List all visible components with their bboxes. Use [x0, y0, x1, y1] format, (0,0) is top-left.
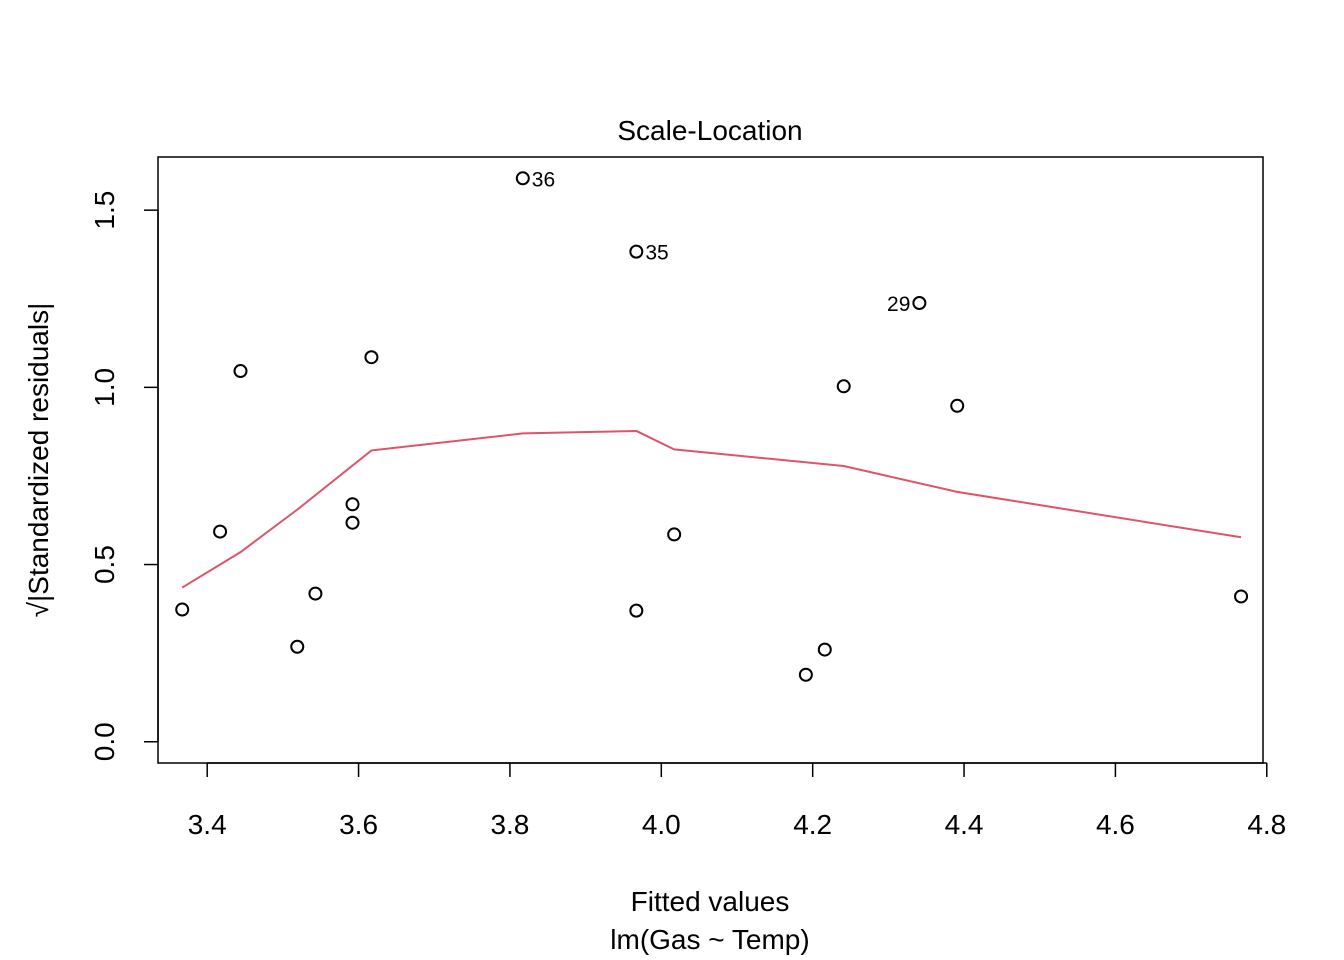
- data-point: [629, 244, 644, 259]
- y-tick-label: 1.0: [89, 368, 120, 407]
- x-tick-label: 4.2: [793, 809, 832, 840]
- x-tick-label: 3.8: [490, 809, 529, 840]
- point-label: 29: [887, 293, 910, 316]
- x-tick-label: 3.6: [339, 809, 378, 840]
- x-axis-label: Fitted values: [631, 886, 790, 917]
- y-axis: 0.0 0.5 1.0 1.5: [89, 191, 159, 761]
- x-axis-sublabel: lm(Gas ~ Temp): [610, 924, 809, 955]
- data-point: [836, 379, 851, 394]
- y-tick-label: 1.5: [89, 191, 120, 230]
- y-tick-label: 0.0: [89, 722, 120, 761]
- x-tick-label: 3.4: [188, 809, 227, 840]
- data-point: [950, 398, 965, 413]
- x-tick-label: 4.0: [642, 809, 681, 840]
- chart-title: Scale-Location: [617, 115, 802, 146]
- points-layer: [175, 171, 1249, 682]
- data-point: [667, 527, 682, 542]
- data-point: [308, 586, 323, 601]
- point-label: 36: [532, 168, 555, 191]
- x-tick-label: 4.6: [1096, 809, 1135, 840]
- x-axis: 3.4 3.6 3.8 4.0 4.2 4.4 4.6 4.8: [188, 762, 1286, 840]
- point-labels-layer: 36 35 29: [532, 168, 911, 316]
- smooth-line-layer: [181, 429, 1242, 589]
- smooth-line: [181, 429, 1242, 589]
- data-point: [817, 642, 832, 657]
- data-point: [515, 171, 530, 186]
- data-point: [345, 497, 360, 512]
- data-point: [213, 524, 228, 539]
- data-point: [364, 350, 379, 365]
- data-point: [233, 364, 248, 379]
- data-point: [798, 667, 813, 682]
- y-axis-label: √|Standardized residuals|: [23, 303, 54, 618]
- data-point: [629, 603, 644, 618]
- data-point: [290, 639, 305, 654]
- y-tick-label: 0.5: [89, 545, 120, 584]
- x-tick-label: 4.4: [945, 809, 984, 840]
- point-label: 35: [645, 242, 668, 265]
- data-point: [345, 515, 360, 530]
- data-point: [1234, 589, 1249, 604]
- plot-frame: [157, 156, 1264, 764]
- data-point: [912, 296, 927, 311]
- data-point: [175, 602, 190, 617]
- x-tick-label: 4.8: [1247, 809, 1286, 840]
